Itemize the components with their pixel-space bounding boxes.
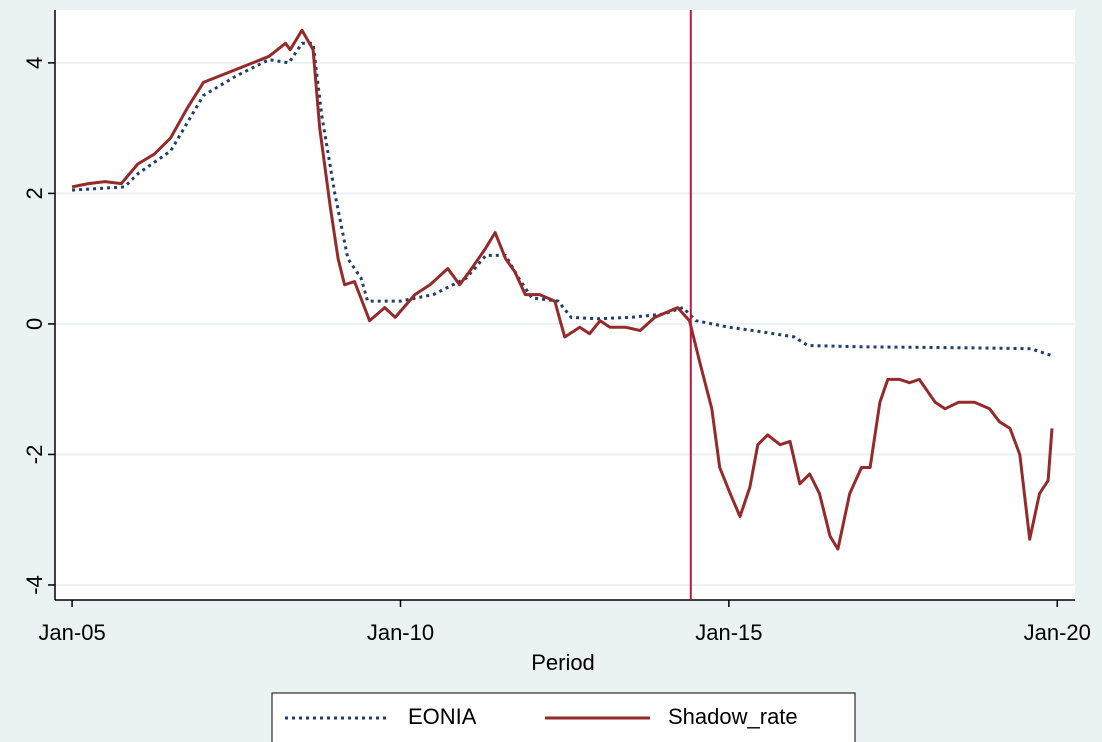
x-tick-label: Jan-05 — [38, 620, 105, 645]
series-line — [71, 28, 1054, 551]
y-tick-label: 0 — [22, 318, 47, 330]
legend-label: Shadow_rate — [668, 704, 798, 729]
y-tick-label: 2 — [22, 187, 47, 199]
x-tick-label: Jan-15 — [695, 620, 762, 645]
x-tick-label: Jan-20 — [1024, 620, 1091, 645]
x-tick-label: Jan-10 — [367, 620, 434, 645]
series-line — [72, 41, 1052, 357]
y-tick-label: -2 — [22, 445, 47, 465]
x-axis-title: Period — [531, 650, 595, 675]
legend-label: EONIA — [408, 704, 477, 729]
y-tick-label: 4 — [22, 57, 47, 69]
plot-area — [55, 10, 1075, 600]
y-tick-label: -4 — [22, 575, 47, 595]
